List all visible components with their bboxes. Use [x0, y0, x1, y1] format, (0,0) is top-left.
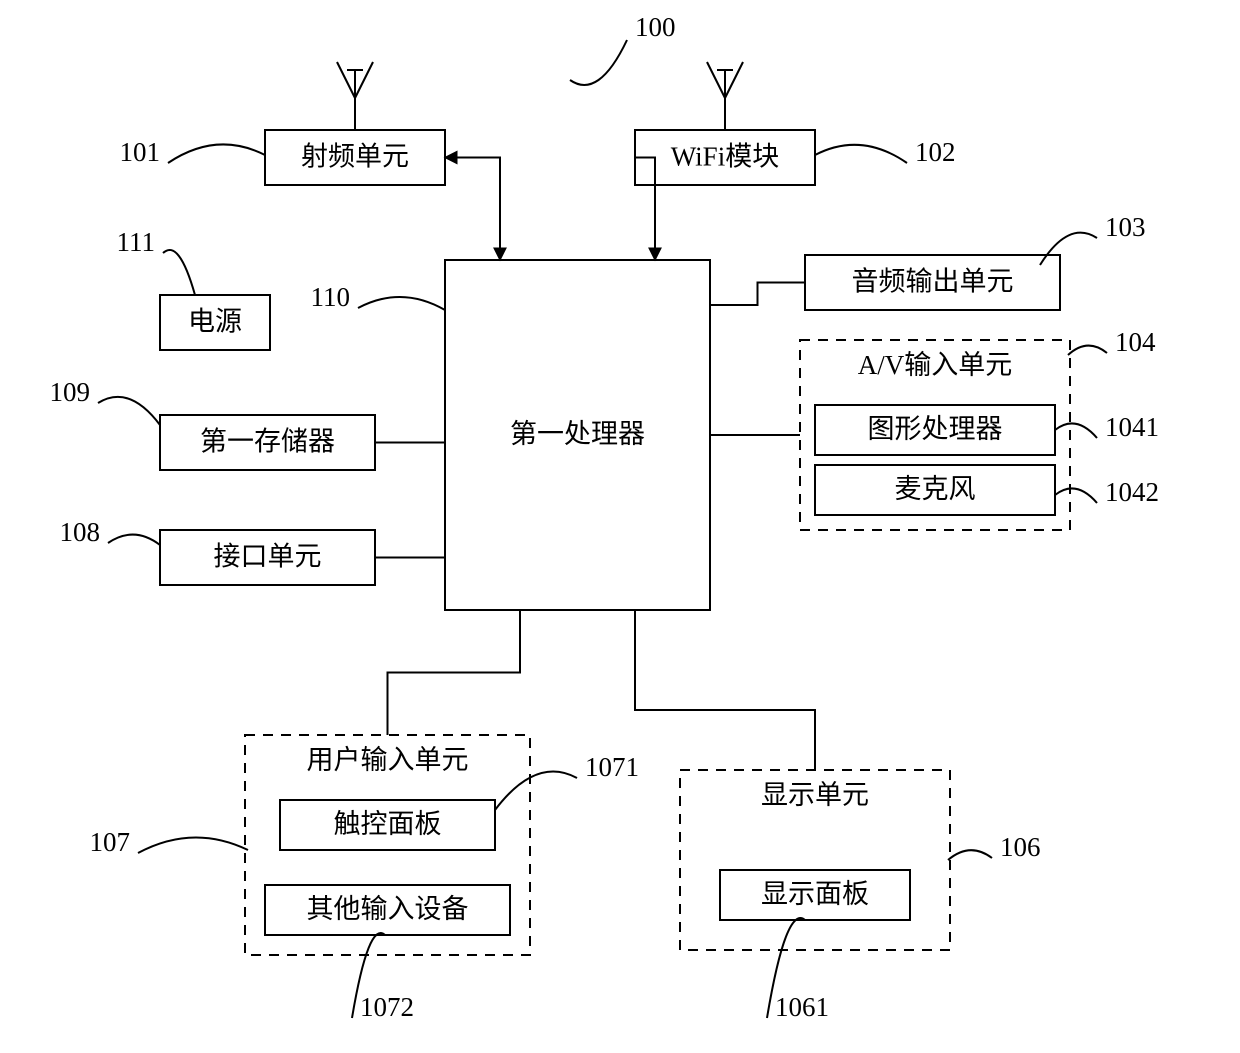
edge-processor-rf	[445, 158, 500, 261]
refnum-107: 107	[90, 827, 131, 857]
node-disp_panel-label: 显示面板	[761, 879, 869, 909]
node-interface-label: 接口单元	[214, 542, 322, 572]
refnum-1071: 1071	[585, 752, 639, 782]
node-mic-label: 麦克风	[895, 474, 976, 504]
refnum-1042: 1042	[1105, 477, 1159, 507]
refnum-103: 103	[1105, 212, 1146, 242]
node-gpu-label: 图形处理器	[868, 414, 1003, 444]
node-other_in-label: 其他输入设备	[307, 894, 469, 924]
node-audio-label: 音频输出单元	[852, 267, 1014, 297]
node-storage-label: 第一存储器	[200, 427, 335, 457]
refnum-1061: 1061	[775, 992, 829, 1022]
leadline-111	[163, 250, 195, 295]
refnum-110: 110	[311, 282, 351, 312]
leadline-106	[948, 850, 992, 860]
refnum-104: 104	[1115, 327, 1156, 357]
node-wifi-label: WiFi模块	[671, 142, 779, 172]
antenna-wifi-v	[707, 62, 725, 98]
refnum-1041: 1041	[1105, 412, 1159, 442]
antenna-rf-v	[337, 62, 355, 98]
edge-processor-display	[635, 610, 815, 770]
leadline-101	[168, 144, 265, 163]
group-user_group-label: 用户输入单元	[307, 745, 469, 775]
leadline-102	[815, 145, 907, 163]
leadline-1041	[1055, 423, 1097, 438]
refnum-106: 106	[1000, 832, 1041, 862]
diagram-canvas: 射频单元 WiFi模块电源第一存储器接口单元 第一处理器 音频输出单元 A/V输入单元图…	[0, 0, 1240, 1053]
leadline-1042	[1055, 488, 1097, 503]
antenna-wifi-v	[725, 62, 743, 98]
node-processor-label: 第一处理器	[510, 419, 645, 449]
leadline-109	[98, 397, 160, 425]
group-disp_group-label: 显示单元	[761, 780, 869, 810]
leadline-107	[138, 837, 248, 853]
leadline-104	[1068, 346, 1107, 355]
leadline-110	[358, 297, 445, 310]
leadline-100	[570, 40, 627, 85]
leadline-108	[108, 535, 160, 545]
refnum-102: 102	[915, 137, 956, 167]
refnum-108: 108	[60, 517, 101, 547]
group-av_group-label: A/V输入单元	[858, 350, 1013, 380]
node-touch-label: 触控面板	[334, 809, 442, 839]
node-power-label: 电源	[188, 307, 242, 337]
node-rf-label: 射频单元	[301, 142, 409, 172]
refnum-109: 109	[50, 377, 91, 407]
edge-processor-audio	[710, 283, 805, 306]
refnum-1072: 1072	[360, 992, 414, 1022]
leadline-1071	[495, 772, 577, 810]
refnum-111: 111	[117, 227, 156, 257]
refnum-101: 101	[120, 137, 161, 167]
edge-processor-userinput	[388, 610, 521, 735]
refnum-100: 100	[635, 12, 676, 42]
antenna-rf-v	[355, 62, 373, 98]
